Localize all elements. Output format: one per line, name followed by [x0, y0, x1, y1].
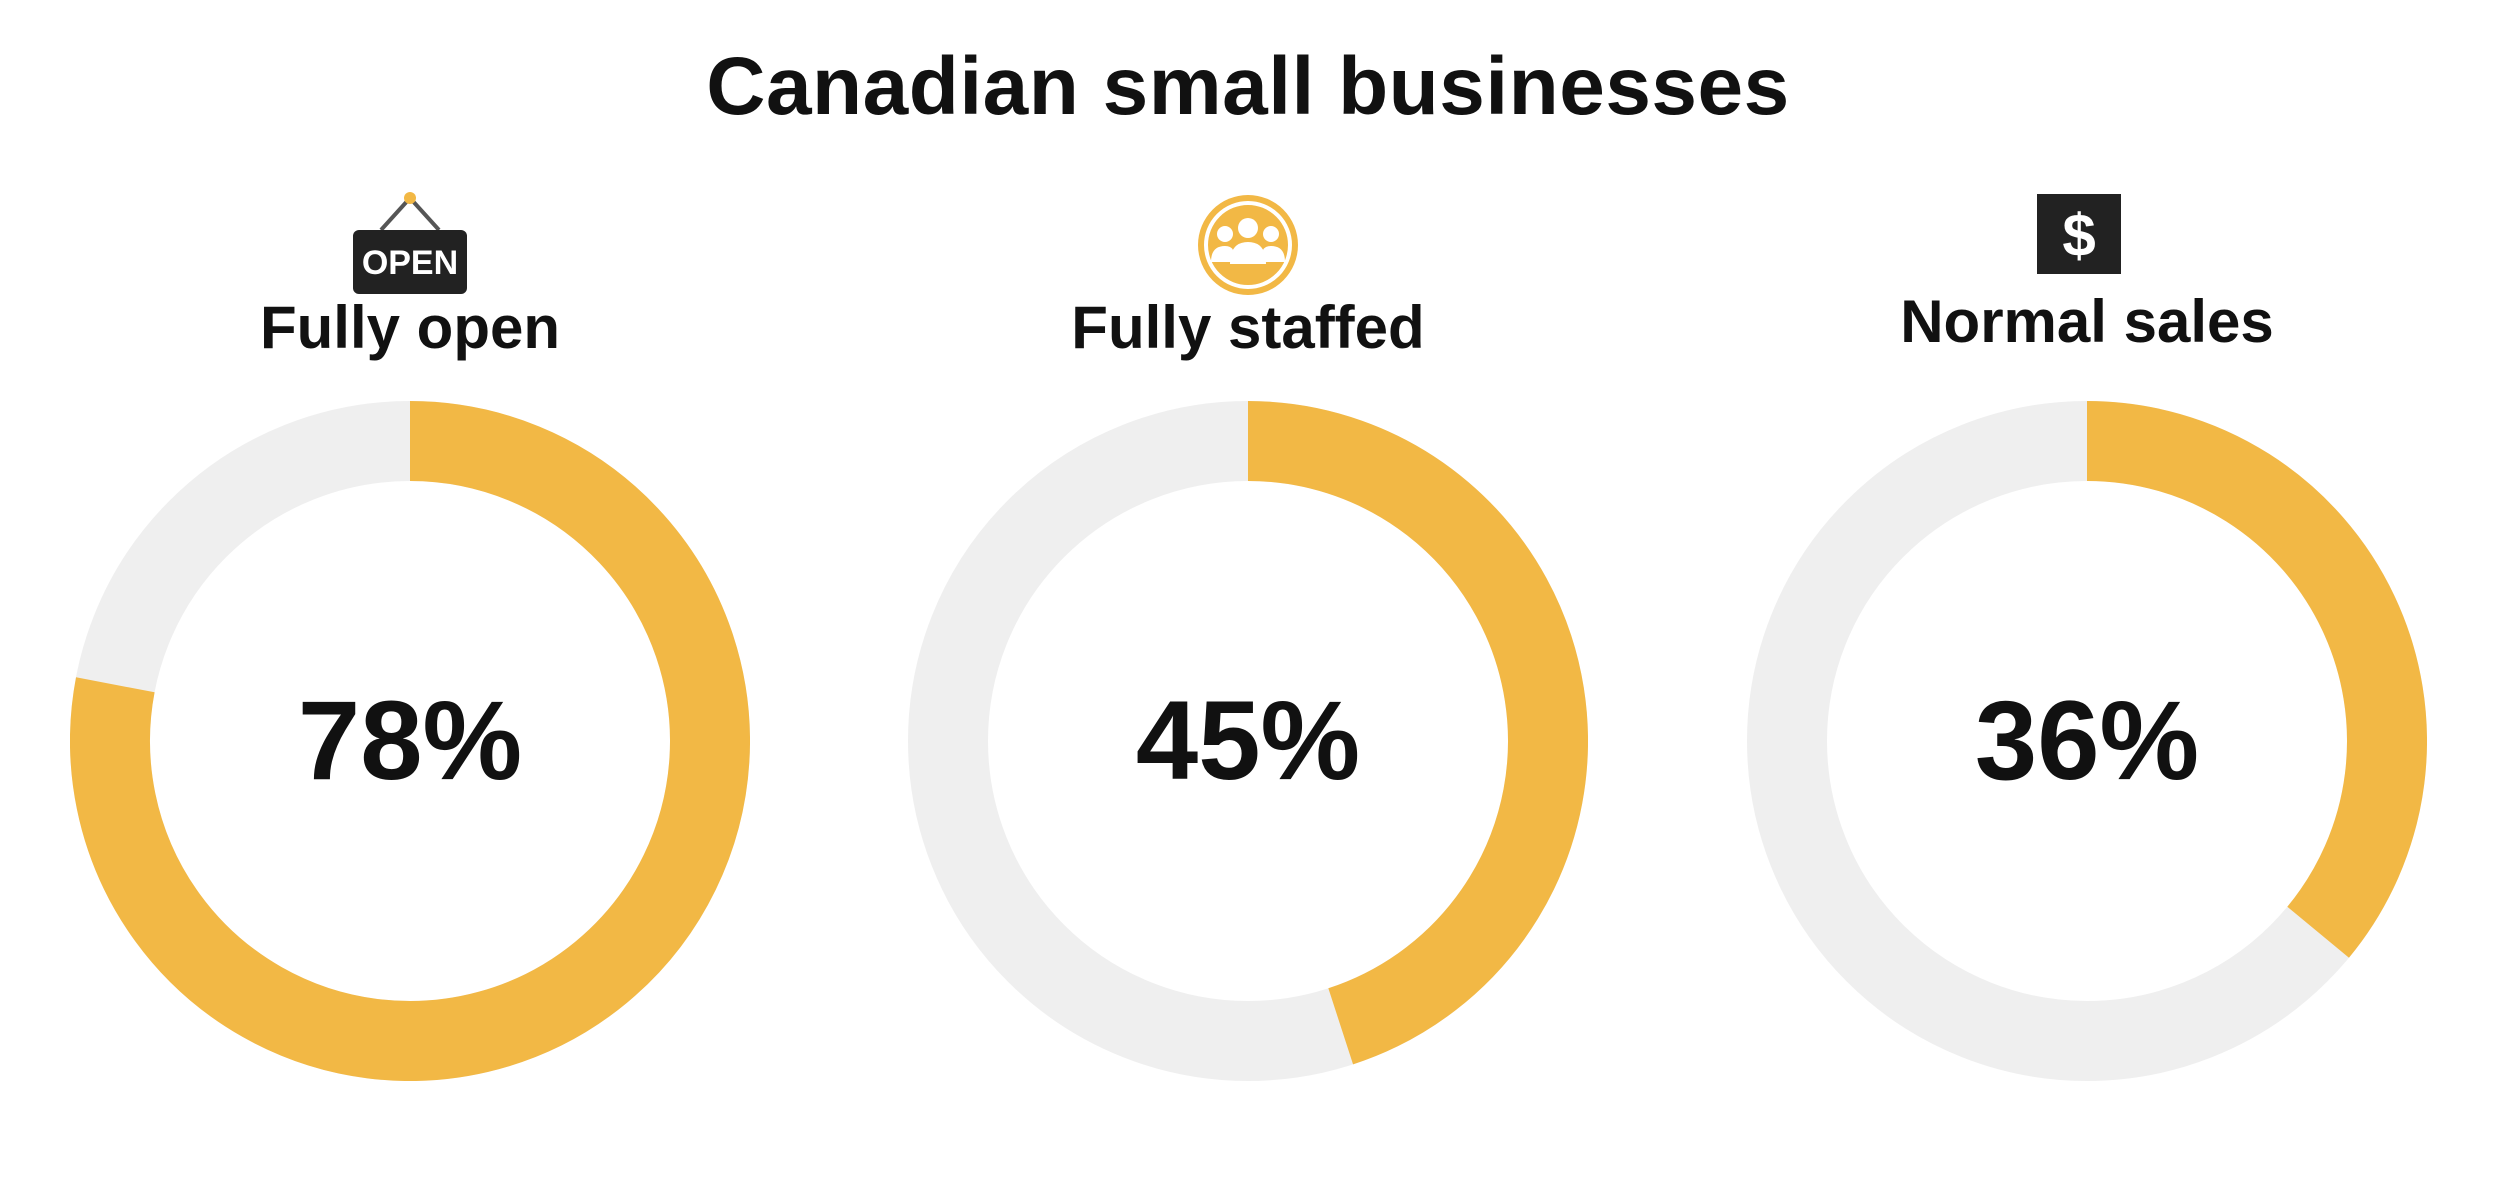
- donut-value-arc: [1247, 401, 1588, 1065]
- people-group-icon: [1198, 190, 1298, 300]
- donut-chart-fully-staffed: [908, 401, 1588, 1081]
- dollar-sign-text: $: [2062, 202, 2095, 269]
- panel-label: Normal sales: [1900, 288, 2274, 355]
- open-sign-text: OPEN: [362, 244, 458, 282]
- dollar-sign-icon: $: [2037, 190, 2137, 300]
- donut-value-arc: [70, 401, 750, 1081]
- panel-label: Fully staffed: [1071, 294, 1425, 361]
- donut-chart-fully-open: [70, 401, 750, 1081]
- donut-panel-fully-open: OPEN Fully open 78%: [70, 0, 750, 1194]
- donut-panel-fully-staffed: Fully staffed 45%: [908, 0, 1588, 1194]
- chart-title: Canadian small businesses: [706, 41, 1790, 132]
- donut-chart-normal-sales: [1747, 401, 2427, 1081]
- donut-value-arc: [2086, 401, 2427, 958]
- open-sign-icon: OPEN: [353, 190, 467, 300]
- donut-panel-normal-sales: $ Normal sales 36%: [1747, 0, 2427, 1194]
- panel-label: Fully open: [260, 294, 560, 361]
